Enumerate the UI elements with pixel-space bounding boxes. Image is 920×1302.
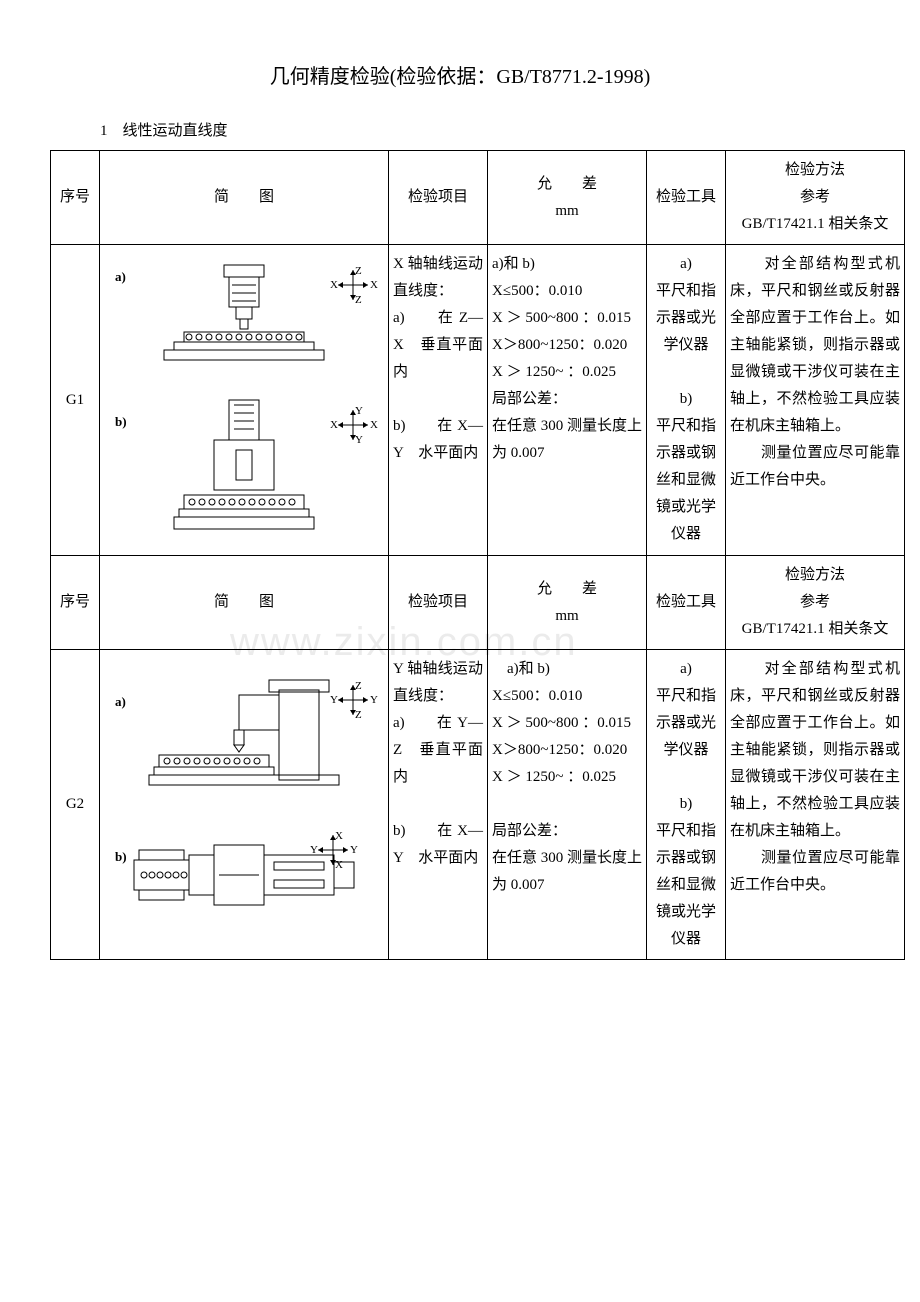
tolerance-cell: a)和 b) X≤500：0.010 X ＞ 500~800 ：0.015 X＞… [488, 650, 647, 960]
item-cell: Y 轴轴线运动直线度： a) 在 Y—Z 垂直平面内 b) 在 X—Y 水平面内 [389, 650, 488, 960]
svg-text:Z: Z [355, 680, 362, 692]
section-heading: 1 线性运动直线度 [100, 119, 870, 140]
diagram-label-a: a) [115, 265, 126, 288]
svg-text:Y: Y [310, 844, 318, 856]
method-l3: GB/T17421.1 相关条文 [742, 621, 889, 637]
header-method: 检验方法 参考 GB/T17421.1 相关条文 [726, 151, 905, 245]
tolerance-cell: a)和 b) X≤500：0.010 X ＞ 500~800 ：0.015 X＞… [488, 245, 647, 556]
svg-text:X: X [335, 859, 343, 870]
method-l3: GB/T17421.1 相关条文 [742, 216, 889, 232]
header-tool: 检验工具 [647, 556, 726, 650]
spec-table: 序号 简 图 检验项目 允 差 mm 检验工具 检验方法 参考 GB/T1742… [50, 150, 905, 960]
header-seq: 序号 [51, 556, 100, 650]
method-l2: 参考 [800, 594, 830, 610]
header-tolerance: 允 差 mm [488, 151, 647, 245]
machine-front-icon [154, 260, 334, 380]
axis-icon: Z Y Y Z [328, 680, 378, 720]
svg-text:X: X [370, 279, 378, 291]
tool-cell: a) 平尺和指示器或光学仪器 b) 平尺和指示器或钢丝和显微镜或光学仪器 [647, 650, 726, 960]
diagram-label-a: a) [115, 690, 126, 713]
svg-text:Y: Y [355, 434, 363, 445]
header-tolerance: 允 差 mm [488, 556, 647, 650]
machine-side-icon [139, 670, 349, 800]
svg-text:Z: Z [355, 294, 362, 305]
tool-cell: a) 平尺和指示器或光学仪器 b) 平尺和指示器或钢丝和显微镜或光学仪器 [647, 245, 726, 556]
page: 几何精度检验(检验依据：GB/T8771.2-1998) 1 线性运动直线度 w… [50, 60, 870, 960]
svg-text:Y: Y [330, 694, 338, 706]
svg-text:X: X [370, 419, 378, 431]
seq-cell: G1 [51, 245, 100, 556]
table-header-row: 序号 简 图 检验项目 允 差 mm 检验工具 检验方法 参考 GB/T1742… [51, 151, 905, 245]
header-item: 检验项目 [389, 151, 488, 245]
method-l1: 检验方法 [785, 567, 845, 583]
method-l2: 参考 [800, 189, 830, 205]
header-item: 检验项目 [389, 556, 488, 650]
svg-text:Z: Z [355, 265, 362, 277]
diagram-g2: a) Z Y Y Z [105, 670, 383, 930]
method-cell: 对全部结构型式机床，平尺和钢丝或反射器全部应置于工作台上。如主轴能紧锁，则指示器… [726, 245, 905, 556]
axis-icon: Z X X Z [328, 265, 378, 305]
svg-text:Y: Y [355, 405, 363, 417]
seq-cell: G2 [51, 650, 100, 960]
svg-text:Z: Z [355, 709, 362, 720]
header-diagram: 简 图 [100, 151, 389, 245]
diagram-cell: a) Z X X Z [100, 245, 389, 556]
svg-text:Y: Y [370, 694, 378, 706]
header-seq: 序号 [51, 151, 100, 245]
header-method: 检验方法 参考 GB/T17421.1 相关条文 [726, 556, 905, 650]
axis-icon: X Y Y X [308, 830, 358, 870]
axis-icon: Y X X Y [328, 405, 378, 445]
tol-unit: mm [555, 203, 578, 219]
diagram-label-b: b) [115, 845, 127, 868]
machine-top-icon [154, 395, 334, 545]
header-diagram: 简 图 [100, 556, 389, 650]
diagram-g1: a) Z X X Z [105, 260, 383, 545]
method-cell: 对全部结构型式机床，平尺和钢丝或反射器全部应置于工作台上。如主轴能紧锁，则指示器… [726, 650, 905, 960]
page-title: 几何精度检验(检验依据：GB/T8771.2-1998) [50, 60, 870, 89]
tol-label: 允 差 [537, 581, 597, 597]
tol-unit: mm [555, 608, 578, 624]
table-row: G1 a) Z X X Z [51, 245, 905, 556]
tol-label: 允 差 [537, 176, 597, 192]
table-row: G2 a) Z Y Y Z [51, 650, 905, 960]
svg-text:X: X [330, 279, 338, 291]
diagram-cell: a) Z Y Y Z [100, 650, 389, 960]
svg-text:X: X [330, 419, 338, 431]
header-tool: 检验工具 [647, 151, 726, 245]
diagram-label-b: b) [115, 410, 127, 433]
item-cell: X 轴轴线运动直线度： a) 在 Z—X 垂直平面内 b) 在 X—Y 水平面内 [389, 245, 488, 556]
method-l1: 检验方法 [785, 162, 845, 178]
svg-text:X: X [335, 830, 343, 842]
table-header-row: 序号 简 图 检验项目 允 差 mm 检验工具 检验方法 参考 GB/T1742… [51, 556, 905, 650]
svg-text:Y: Y [350, 844, 358, 856]
